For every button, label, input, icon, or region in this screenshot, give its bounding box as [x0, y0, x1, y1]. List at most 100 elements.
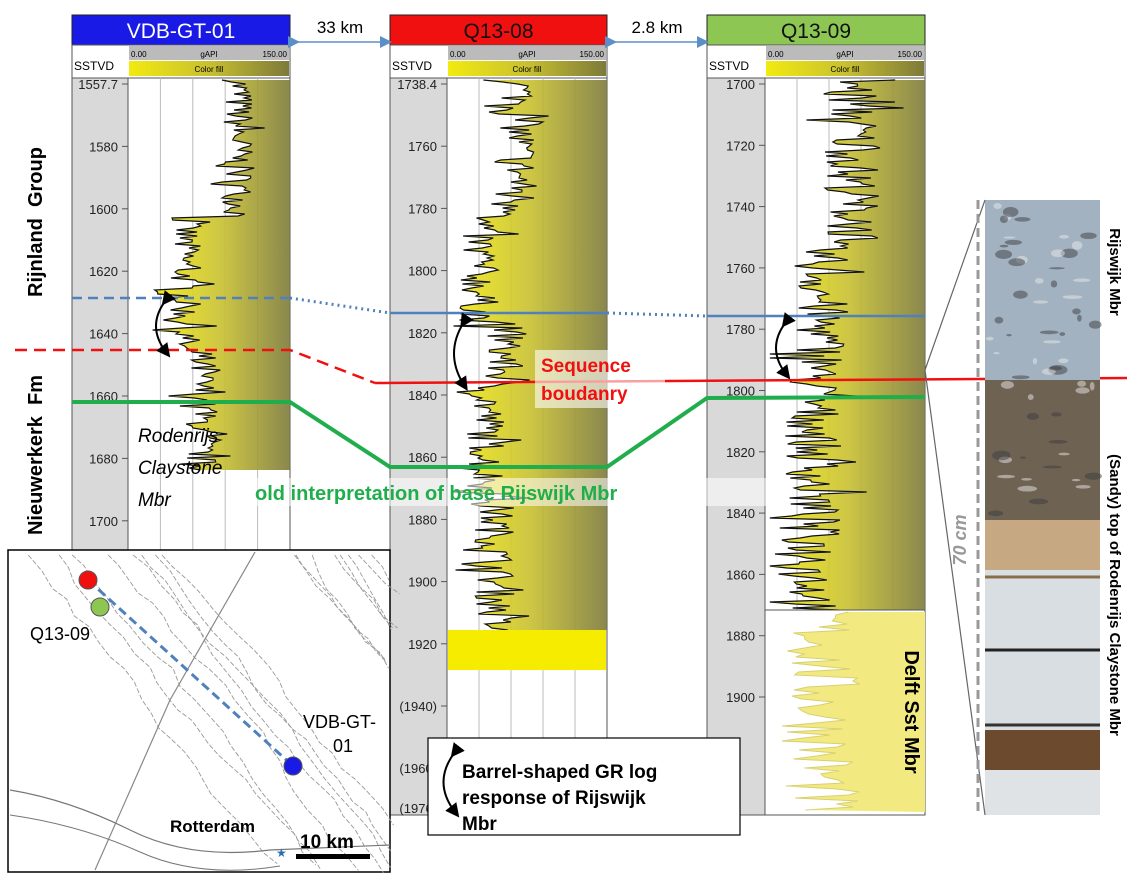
map-fault: [71, 554, 321, 870]
core-texture: [1089, 381, 1095, 391]
well-panel: VDB-GT-01 SSTVD 0.00 gAPI 150.00 Color fill 15…: [71, 14, 291, 551]
overlays: 33 km 2.8 km Rijnland Group Nieuwerkerk Fm R…: [7, 18, 1127, 877]
blue-dotted: [606, 311, 708, 318]
core-texture: [1049, 366, 1062, 371]
gr-curve: [152, 79, 265, 471]
map-link: [86, 578, 295, 768]
depth-header: SSTVD: [709, 59, 749, 73]
well-name: VDB-GT-01: [127, 20, 236, 43]
core-texture: [1013, 290, 1028, 299]
scale-min: 0.00: [131, 50, 147, 59]
map-label: VDB-GT-: [303, 712, 376, 732]
map-label: 01: [333, 736, 353, 756]
core-texture: [1059, 332, 1066, 336]
core-texture: [993, 352, 1000, 355]
barrel-arrow: [453, 312, 474, 391]
map-fault: [334, 554, 393, 628]
core-texture: [997, 474, 1015, 479]
depth-label: 1800: [408, 264, 437, 279]
blue-dotted: [289, 296, 391, 315]
core-segment: [985, 730, 1100, 770]
gr-block: [448, 630, 606, 670]
fill-label: Color fill: [831, 65, 860, 74]
gr-curve: [769, 79, 904, 611]
depth-label: 1920: [408, 637, 437, 652]
depth-label: 1820: [408, 326, 437, 341]
depth-track: [389, 77, 448, 816]
color-fill-bar: [766, 61, 924, 76]
depth-label: 1860: [408, 450, 437, 465]
sequence-label: Sequence: [541, 356, 631, 377]
depth-label: 1860: [726, 567, 755, 582]
depth-header: SSTVD: [392, 59, 432, 73]
core-texture: [1008, 258, 1026, 267]
sequence-bg: [535, 350, 665, 408]
core-segment: [985, 770, 1100, 815]
core-texture: [1088, 320, 1102, 329]
gr-scale-bar: [448, 46, 606, 60]
sequence-label: boudanry: [541, 384, 628, 405]
map-fault: [107, 554, 359, 871]
barrel-arrow: [775, 312, 796, 380]
depth-label: 1800: [726, 384, 755, 399]
well-name: Q13-09: [781, 20, 851, 43]
map-fault: [141, 554, 393, 853]
distance-label: 33 km: [317, 18, 363, 37]
core-texture: [1042, 465, 1063, 469]
core-texture: [1058, 452, 1070, 456]
scale-unit: gAPI: [518, 50, 535, 59]
core-segment: [985, 200, 1100, 380]
map-label: Rotterdam: [170, 817, 255, 836]
core-texture: [992, 450, 1011, 461]
legend-text: Mbr: [462, 814, 497, 835]
core-texture: [1003, 236, 1016, 239]
core-upper: Rijswijk Mbr: [1106, 228, 1123, 316]
depth-label: 1840: [408, 388, 437, 403]
core-texture: [1011, 375, 1030, 380]
depth-label: 1840: [726, 506, 755, 521]
map-fault: [58, 554, 317, 866]
depth-label: (1940): [399, 699, 437, 714]
map-fault: [155, 554, 391, 868]
well-header: [71, 14, 291, 46]
core-texture: [1014, 217, 1031, 222]
rodenrijs-label: Rodenrijs: [138, 426, 219, 447]
map-fault: [339, 554, 398, 629]
core-texture: [1004, 239, 1022, 245]
map-fault: [371, 554, 390, 581]
lower-fill: [781, 612, 925, 812]
core-texture: [1021, 477, 1032, 481]
depth-label: 1900: [408, 575, 437, 590]
well-header: [389, 14, 608, 46]
core-texture: [1033, 300, 1049, 304]
gr-fill: [769, 80, 925, 610]
red-dashed: [15, 348, 376, 385]
map-coast: [9, 789, 391, 854]
depth-label: 1640: [89, 327, 118, 342]
core-texture: [1034, 278, 1044, 284]
unit-label: Nieuwerkerk Fm: [25, 375, 47, 535]
depth-label: 1780: [726, 322, 755, 337]
delft-label: Delft Sst Mbr: [900, 650, 922, 774]
core-lower: (Sandy) top of Rodenrijs Claystone Mbr: [1106, 454, 1123, 736]
core-texture: [1050, 249, 1065, 258]
gr-fill: [152, 80, 290, 470]
core-texture: [1028, 498, 1049, 505]
map-fault: [161, 554, 394, 826]
depth-label: 1760: [726, 261, 755, 276]
depth-track: [706, 77, 766, 816]
core-texture: [994, 316, 1004, 324]
rodenrijs-label: Mbr: [138, 490, 171, 511]
scale-bar: [296, 854, 370, 859]
map-label: Q13-09: [30, 624, 90, 644]
core-texture: [1077, 314, 1082, 322]
map-inset: Q13-09 VDB-GT- 01 Rotterdam ★ 10 km: [7, 549, 400, 877]
core-texture: [1072, 278, 1091, 283]
core-texture: [1060, 248, 1078, 259]
map-frame: [7, 549, 391, 873]
map-road: [94, 551, 256, 871]
core-texture: [1050, 280, 1058, 288]
core-link: [924, 199, 986, 816]
